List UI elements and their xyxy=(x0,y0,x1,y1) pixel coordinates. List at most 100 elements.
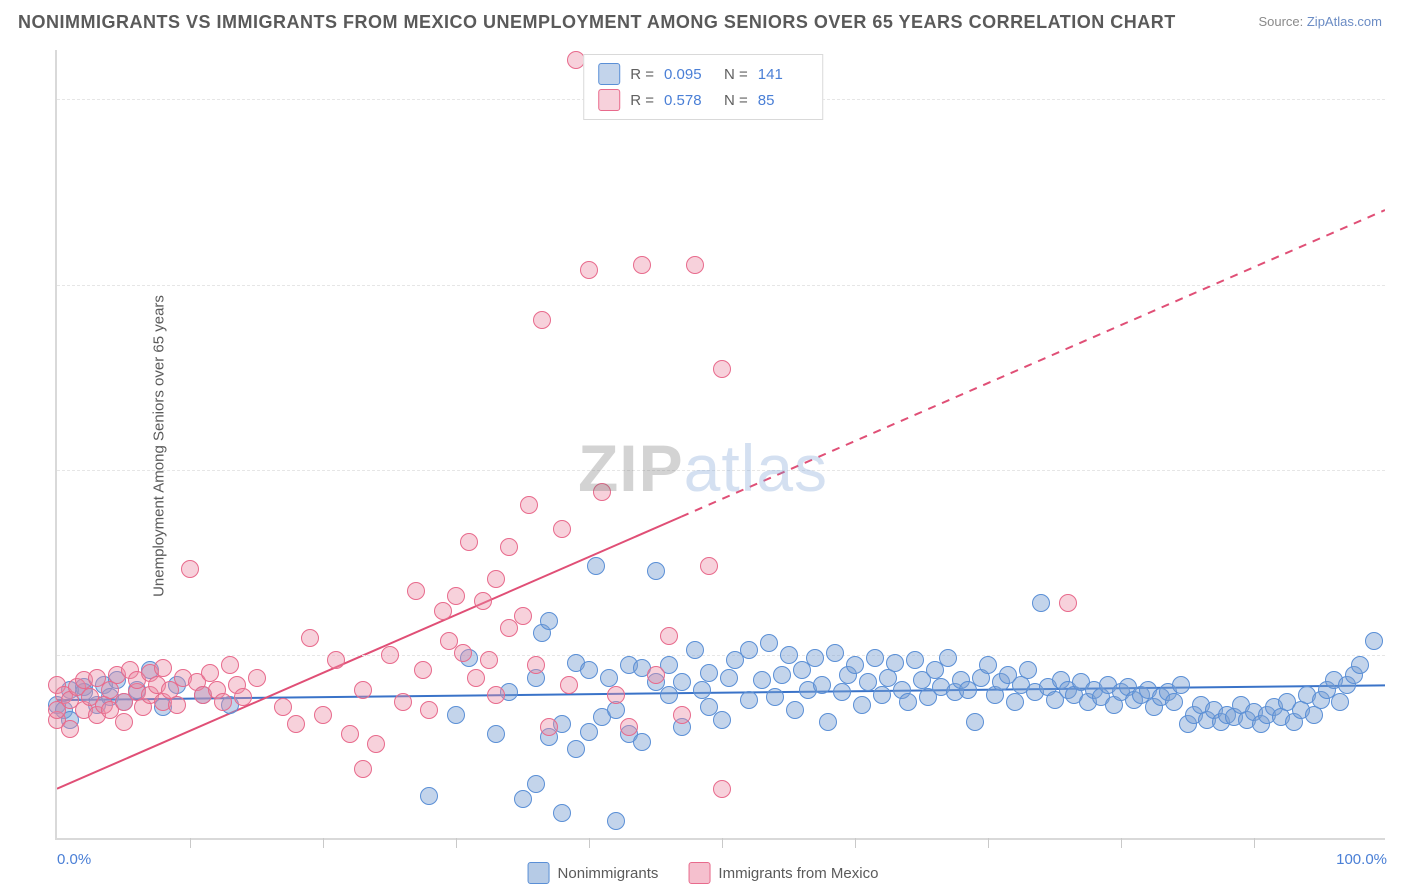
x-tick xyxy=(1254,838,1255,848)
data-point xyxy=(939,649,957,667)
data-point xyxy=(740,641,758,659)
x-tick-label: 0.0% xyxy=(57,851,91,868)
data-point xyxy=(713,780,731,798)
data-point xyxy=(553,804,571,822)
data-point xyxy=(713,711,731,729)
data-point xyxy=(154,659,172,677)
data-point xyxy=(580,723,598,741)
y-tick-label: 15.0% xyxy=(1391,461,1406,478)
y-tick-label: 7.5% xyxy=(1391,646,1406,663)
data-point xyxy=(447,706,465,724)
data-point xyxy=(567,51,585,69)
data-point xyxy=(866,649,884,667)
source-attribution: Source: ZipAtlas.com xyxy=(1258,14,1382,29)
data-point xyxy=(553,520,571,538)
data-point xyxy=(1351,656,1369,674)
source-link[interactable]: ZipAtlas.com xyxy=(1307,14,1382,29)
data-point xyxy=(514,607,532,625)
data-point xyxy=(1172,676,1190,694)
data-point xyxy=(686,641,704,659)
data-point xyxy=(274,698,292,716)
x-tick xyxy=(589,838,590,848)
data-point xyxy=(454,644,472,662)
data-point xyxy=(540,718,558,736)
data-point xyxy=(846,656,864,674)
data-point xyxy=(434,602,452,620)
data-point xyxy=(660,627,678,645)
data-point xyxy=(367,735,385,753)
legend-label: Nonimmigrants xyxy=(558,865,659,882)
data-point xyxy=(407,582,425,600)
data-point xyxy=(1019,661,1037,679)
scatter-plot-area: 7.5%15.0%22.5%30.0%0.0%100.0% xyxy=(55,50,1385,840)
data-point xyxy=(580,661,598,679)
swatch-series1 xyxy=(598,63,620,85)
data-point xyxy=(474,592,492,610)
swatch-series2 xyxy=(598,89,620,111)
gridline xyxy=(57,285,1385,286)
n-label: N = xyxy=(724,66,748,83)
legend-label: Immigrants from Mexico xyxy=(718,865,878,882)
data-point xyxy=(234,688,252,706)
data-point xyxy=(686,256,704,274)
source-label: Source: xyxy=(1258,14,1306,29)
x-tick xyxy=(456,838,457,848)
y-tick-label: 30.0% xyxy=(1391,91,1406,108)
data-point xyxy=(713,360,731,378)
data-point xyxy=(780,646,798,664)
data-point xyxy=(533,311,551,329)
data-point xyxy=(527,656,545,674)
data-point xyxy=(700,557,718,575)
x-tick xyxy=(988,838,989,848)
data-point xyxy=(447,587,465,605)
data-point xyxy=(567,740,585,758)
data-point xyxy=(480,651,498,669)
data-point xyxy=(853,696,871,714)
data-point xyxy=(221,656,239,674)
data-point xyxy=(1059,594,1077,612)
r-value-series1: 0.095 xyxy=(664,66,714,83)
data-point xyxy=(487,686,505,704)
data-point xyxy=(1165,693,1183,711)
x-tick xyxy=(190,838,191,848)
data-point xyxy=(966,713,984,731)
data-point xyxy=(833,683,851,701)
data-point xyxy=(168,696,186,714)
data-point xyxy=(753,671,771,689)
data-point xyxy=(720,669,738,687)
data-point xyxy=(580,261,598,279)
data-point xyxy=(201,664,219,682)
data-point xyxy=(354,681,372,699)
legend-item: Nonimmigrants xyxy=(528,862,659,884)
data-point xyxy=(248,669,266,687)
data-point xyxy=(673,706,691,724)
data-point xyxy=(520,496,538,514)
data-point xyxy=(214,693,232,711)
data-point xyxy=(899,693,917,711)
data-point xyxy=(467,669,485,687)
data-point xyxy=(587,557,605,575)
data-point xyxy=(301,629,319,647)
data-point xyxy=(420,701,438,719)
y-tick-label: 22.5% xyxy=(1391,276,1406,293)
data-point xyxy=(979,656,997,674)
data-point xyxy=(813,676,831,694)
data-point xyxy=(886,654,904,672)
n-value-series1: 141 xyxy=(758,66,808,83)
series-legend: Nonimmigrants Immigrants from Mexico xyxy=(528,862,879,884)
data-point xyxy=(766,688,784,706)
data-point xyxy=(61,720,79,738)
data-point xyxy=(487,725,505,743)
data-point xyxy=(819,713,837,731)
data-point xyxy=(540,612,558,630)
x-tick-label: 100.0% xyxy=(1336,851,1387,868)
data-point xyxy=(381,646,399,664)
data-point xyxy=(487,570,505,588)
chart-title: NONIMMIGRANTS VS IMMIGRANTS FROM MEXICO … xyxy=(18,12,1176,33)
data-point xyxy=(527,775,545,793)
data-point xyxy=(620,718,638,736)
data-point xyxy=(514,790,532,808)
gridline xyxy=(57,655,1385,656)
data-point xyxy=(647,666,665,684)
data-point xyxy=(873,686,891,704)
